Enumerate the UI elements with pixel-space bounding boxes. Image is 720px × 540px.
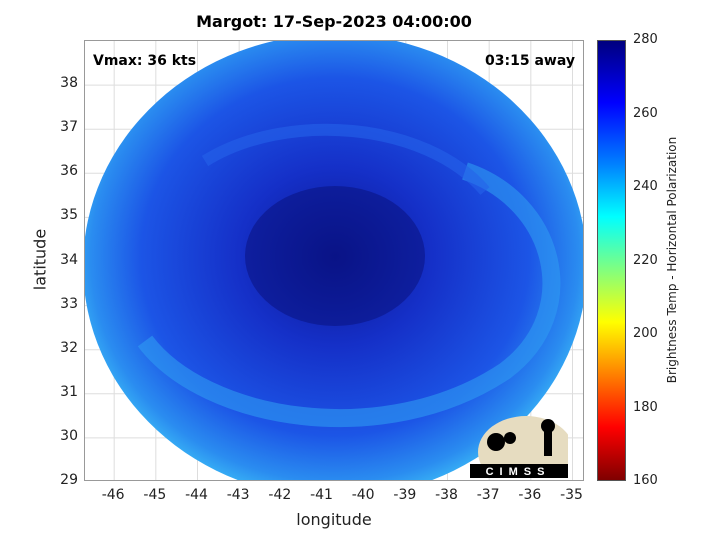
x-tick-label: -37 [476, 487, 500, 503]
time-away-label: 03:15 away [485, 53, 575, 69]
y-tick-label: 30 [60, 427, 78, 444]
colorbar-tick-label: 240 [633, 179, 658, 194]
vmax-label: Vmax: 36 kts [93, 53, 197, 69]
x-tick-label: -42 [268, 487, 292, 503]
x-tick-label: -38 [435, 487, 458, 503]
y-tick-label: 38 [60, 75, 78, 92]
x-axis-label: longitude [296, 510, 372, 529]
y-tick-label: 36 [60, 163, 78, 180]
colorbar-tick-label: 200 [633, 326, 658, 341]
spiral-band [201, 123, 490, 195]
x-tick-label: -40 [351, 487, 375, 503]
x-tick-label: -35 [560, 487, 583, 503]
x-tick-label: -46 [101, 487, 125, 503]
colorbar-tick-label: 160 [633, 473, 658, 488]
spiral-band [137, 162, 561, 427]
y-tick-label: 31 [60, 383, 78, 400]
cold-core [245, 186, 425, 326]
colorbar-label: Brightness Temp - Horizontal Polarizatio… [665, 136, 679, 384]
x-tick-label: -45 [143, 487, 167, 503]
x-tick-label: -39 [393, 487, 417, 503]
chart-title: Margot: 17-Sep-2023 04:00:00 [196, 12, 472, 31]
y-tick-label: 33 [60, 295, 78, 312]
y-tick-label: 35 [60, 207, 78, 224]
x-tick-label: -41 [310, 487, 333, 503]
x-tick-label: -43 [226, 487, 250, 503]
x-tick-label: -36 [518, 487, 542, 503]
y-axis-label: latitude [30, 228, 50, 291]
logo-text: CIMSS [486, 466, 551, 478]
y-tick-label: 34 [60, 251, 78, 268]
colorbar [597, 40, 626, 481]
brightness-map [85, 41, 583, 480]
cimss-logo: CIMSS [470, 416, 568, 478]
colorbar-tick-label: 180 [633, 399, 658, 415]
y-tick-label: 32 [60, 339, 78, 356]
plot-area[interactable]: Vmax: 36 kts 03:15 away [84, 40, 584, 481]
x-tick-label: -44 [185, 487, 208, 503]
colorbar-tick-label: 220 [633, 252, 658, 268]
colorbar-tick-label: 280 [633, 32, 658, 47]
y-tick-label: 37 [60, 119, 78, 136]
y-tick-label: 29 [60, 472, 78, 488]
colorbar-tick-label: 260 [633, 105, 658, 121]
